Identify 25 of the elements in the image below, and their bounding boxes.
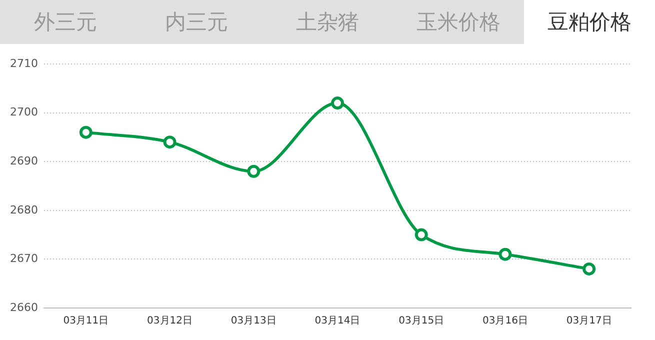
point [498,248,512,261]
text: 外三元 [0,0,131,44]
point [330,96,344,110]
y-tick-label: 2660 [10,300,38,314]
x-tick-label: 03月15日 [398,316,444,327]
x-tick-label: 03月14日 [314,316,360,327]
point [582,262,596,276]
y-tick-label: 2670 [10,252,38,266]
x-tick-label: 03月11日 [63,316,109,327]
text: 土杂猪 [262,0,393,44]
text: 玉米价格 [393,0,524,44]
x-tick-label: 03月16日 [482,316,528,327]
text: 内三元 [131,0,262,44]
point [414,228,428,242]
x-tick-label: 03月17日 [566,316,612,327]
point [163,136,176,149]
y-tick-label: 2710 [10,56,38,70]
x-tick-label: 03月12日 [147,316,193,327]
y-tick-label: 2690 [10,154,38,168]
x-tick-label: 03月13日 [230,316,276,327]
point [247,164,260,178]
chart-title: 豆粕价格 [524,0,655,44]
y-tick-label: 2680 [10,203,38,216]
point [79,126,92,139]
y-tick-label: 2700 [10,106,38,119]
